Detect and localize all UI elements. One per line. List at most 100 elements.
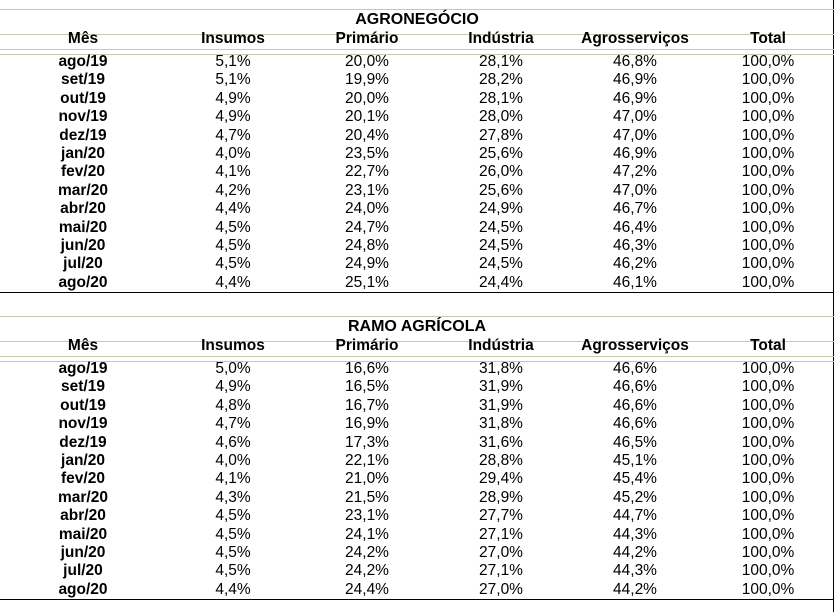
cell-primario: 24,4% bbox=[345, 580, 389, 598]
cell-mes: set/19 bbox=[61, 378, 105, 396]
cell-industria: 27,8% bbox=[479, 126, 523, 144]
cell-agrosservicos: 46,6% bbox=[613, 360, 657, 377]
cell-insumos: 5,1% bbox=[215, 71, 251, 89]
cell-insumos: 5,1% bbox=[215, 53, 251, 70]
cell-insumos: 4,1% bbox=[215, 163, 251, 181]
cell-insumos: 4,5% bbox=[215, 525, 251, 543]
cell-insumos: 4,8% bbox=[215, 396, 251, 414]
cell-total: 100,0% bbox=[741, 525, 795, 543]
table-row: jul/20 4,5% 24,2% 27,1% 44,3% 100,0% bbox=[0, 562, 839, 580]
cell-insumos: 4,5% bbox=[215, 544, 251, 561]
cell-primario: 24,7% bbox=[345, 218, 389, 236]
cell-industria: 28,1% bbox=[479, 53, 523, 70]
cell-industria: 24,4% bbox=[479, 273, 523, 291]
table-row: jan/20 4,0% 23,5% 25,6% 46,9% 100,0% bbox=[0, 145, 839, 163]
cell-primario: 23,1% bbox=[345, 181, 389, 199]
column-header-mes: Mês bbox=[67, 30, 99, 47]
title-band bbox=[0, 316, 834, 342]
cell-primario: 24,9% bbox=[345, 255, 389, 273]
cell-industria: 24,5% bbox=[479, 237, 523, 254]
cell-agrosservicos: 46,3% bbox=[613, 237, 657, 254]
cell-agrosservicos: 46,2% bbox=[613, 255, 657, 273]
cell-mes: ago/19 bbox=[58, 360, 108, 377]
cell-primario: 17,3% bbox=[345, 433, 389, 451]
cell-mes: dez/19 bbox=[59, 126, 107, 144]
cell-insumos: 4,9% bbox=[215, 378, 251, 396]
cell-industria: 31,8% bbox=[479, 415, 523, 433]
cell-agrosservicos: 46,6% bbox=[613, 396, 657, 414]
table-row: abr/20 4,5% 23,1% 27,7% 44,7% 100,0% bbox=[0, 507, 839, 525]
cell-primario: 20,0% bbox=[345, 89, 389, 107]
column-header-primario: Primário bbox=[335, 337, 399, 354]
cell-insumos: 4,5% bbox=[215, 255, 251, 273]
table-bottom-rule bbox=[0, 292, 834, 293]
table-row: mar/20 4,2% 23,1% 25,6% 47,0% 100,0% bbox=[0, 182, 839, 200]
cell-mes: jun/20 bbox=[60, 237, 106, 254]
cell-mes: mar/20 bbox=[58, 181, 108, 199]
table-row: dez/19 4,6% 17,3% 31,6% 46,5% 100,0% bbox=[0, 434, 839, 452]
cell-primario: 24,8% bbox=[345, 237, 389, 254]
table-row: ago/19 5,1% 20,0% 28,1% 46,8% 100,0% bbox=[0, 53, 839, 71]
column-header-insumos: Insumos bbox=[201, 337, 265, 354]
cell-mes: out/19 bbox=[60, 396, 106, 414]
cell-total: 100,0% bbox=[741, 273, 795, 291]
cell-primario: 20,0% bbox=[345, 53, 389, 70]
column-header-total: Total bbox=[750, 337, 786, 354]
table-row: fev/20 4,1% 21,0% 29,4% 45,4% 100,0% bbox=[0, 470, 839, 488]
cell-insumos: 4,4% bbox=[215, 580, 251, 598]
table-row: mai/20 4,5% 24,7% 24,5% 46,4% 100,0% bbox=[0, 219, 839, 237]
cell-mes: set/19 bbox=[61, 71, 105, 89]
cell-primario: 20,1% bbox=[345, 108, 389, 126]
cell-industria: 28,0% bbox=[479, 108, 523, 126]
cell-industria: 27,1% bbox=[479, 525, 523, 543]
cell-insumos: 4,9% bbox=[215, 108, 251, 126]
cell-insumos: 4,6% bbox=[215, 433, 251, 451]
table-row: out/19 4,9% 20,0% 28,1% 46,9% 100,0% bbox=[0, 90, 839, 108]
cell-primario: 21,5% bbox=[345, 488, 389, 506]
cell-agrosservicos: 46,6% bbox=[613, 415, 657, 433]
table-row: ago/19 5,0% 16,6% 31,8% 46,6% 100,0% bbox=[0, 360, 839, 378]
cell-total: 100,0% bbox=[741, 181, 795, 199]
cell-mes: jul/20 bbox=[63, 255, 103, 273]
table-row: abr/20 4,4% 24,0% 24,9% 46,7% 100,0% bbox=[0, 200, 839, 218]
cell-agrosservicos: 47,0% bbox=[613, 181, 657, 199]
header-underline bbox=[0, 49, 834, 55]
table-row: ago/20 4,4% 24,4% 27,0% 44,2% 100,0% bbox=[0, 581, 839, 599]
cell-agrosservicos: 46,4% bbox=[613, 218, 657, 236]
cell-insumos: 4,5% bbox=[215, 237, 251, 254]
cell-mes: fev/20 bbox=[61, 163, 105, 181]
cell-total: 100,0% bbox=[741, 218, 795, 236]
header-underline bbox=[0, 356, 834, 362]
cell-insumos: 4,0% bbox=[215, 452, 251, 469]
cell-agrosservicos: 44,3% bbox=[613, 525, 657, 543]
table-row: mar/20 4,3% 21,5% 28,9% 45,2% 100,0% bbox=[0, 489, 839, 507]
cell-agrosservicos: 46,9% bbox=[613, 71, 657, 89]
table-row: jan/20 4,0% 22,1% 28,8% 45,1% 100,0% bbox=[0, 452, 839, 470]
column-header-industria: Indústria bbox=[468, 337, 534, 354]
cell-agrosservicos: 46,1% bbox=[613, 273, 657, 291]
cell-insumos: 4,5% bbox=[215, 507, 251, 525]
cell-agrosservicos: 46,9% bbox=[613, 145, 657, 162]
column-header-primario: Primário bbox=[335, 30, 399, 47]
cell-primario: 22,7% bbox=[345, 163, 389, 181]
table-row: jun/20 4,5% 24,8% 24,5% 46,3% 100,0% bbox=[0, 237, 839, 255]
cell-mes: mai/20 bbox=[58, 525, 108, 543]
cell-agrosservicos: 45,1% bbox=[613, 452, 657, 469]
cell-agrosservicos: 45,4% bbox=[613, 470, 657, 488]
table-row: jul/20 4,5% 24,9% 24,5% 46,2% 100,0% bbox=[0, 255, 839, 273]
cell-total: 100,0% bbox=[741, 544, 795, 561]
cell-insumos: 4,7% bbox=[215, 126, 251, 144]
cell-total: 100,0% bbox=[741, 89, 795, 107]
cell-industria: 31,9% bbox=[479, 396, 523, 414]
cell-total: 100,0% bbox=[741, 415, 795, 433]
table-row: set/19 4,9% 16,5% 31,9% 46,6% 100,0% bbox=[0, 378, 839, 396]
cell-primario: 20,4% bbox=[345, 126, 389, 144]
cell-industria: 24,5% bbox=[479, 218, 523, 236]
cell-insumos: 4,7% bbox=[215, 415, 251, 433]
cell-industria: 24,9% bbox=[479, 200, 523, 218]
cell-industria: 27,7% bbox=[479, 507, 523, 525]
table-row: nov/19 4,7% 16,9% 31,8% 46,6% 100,0% bbox=[0, 415, 839, 433]
cell-mes: out/19 bbox=[60, 89, 106, 107]
table-bottom-rule bbox=[0, 599, 834, 600]
cell-mes: jul/20 bbox=[63, 562, 103, 580]
